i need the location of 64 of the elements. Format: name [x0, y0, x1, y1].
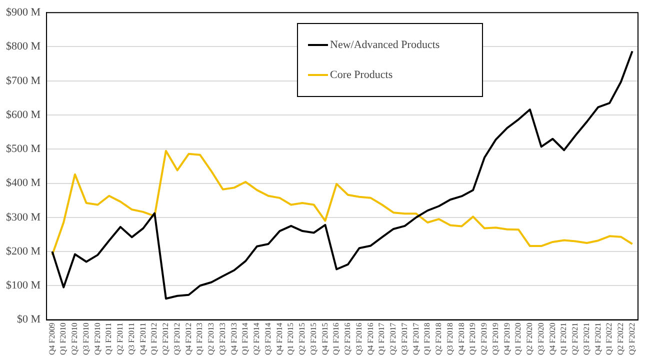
y-tick-label: $500 M: [6, 143, 41, 156]
x-tick-label: Q3 F2022: [627, 322, 636, 356]
x-tick-label: Q2 F2012: [161, 322, 170, 356]
x-tick-label: Q4 F2020: [548, 322, 557, 356]
x-tick-label: Q1 F2017: [377, 322, 386, 356]
y-tick-label: $800 M: [6, 40, 41, 53]
x-tick-label: Q2 F2013: [206, 322, 216, 356]
x-tick-label: Q2 F2017: [388, 322, 398, 356]
y-tick-label: $400 M: [6, 177, 41, 190]
x-tick-label: Q2 F2010: [70, 322, 80, 356]
x-tick-label: Q3 F2020: [536, 322, 546, 356]
x-tick-label: Q3 F2017: [400, 322, 409, 356]
x-tick-label: Q2 F2020: [525, 322, 534, 356]
y-tick-label: $200 M: [6, 245, 41, 258]
x-tick-label: Q1 F2015: [286, 322, 296, 356]
x-tick-label: Q3 F2012: [172, 322, 182, 356]
x-tick-label: Q3 F2015: [308, 322, 318, 356]
x-tick-label: Q1 F2022: [604, 322, 614, 356]
x-tick-label: Q4 F2010: [92, 322, 102, 356]
x-tick-label: Q4 F2019: [502, 322, 512, 356]
x-tick-label: Q3 F2021: [582, 322, 591, 356]
x-tick-label: Q1 F2012: [150, 322, 159, 356]
x-tick-label: Q4 F2016: [366, 322, 375, 356]
x-tick-label: Q2 F2018: [434, 322, 444, 356]
x-tick-label: Q4 F2013: [229, 322, 238, 356]
y-tick-label: $700 M: [6, 74, 41, 87]
x-tick-label: Q1 F2016: [332, 322, 341, 356]
x-tick-label: Q1 F2011: [104, 322, 114, 355]
legend-label: Core Products: [330, 69, 393, 81]
x-tick-label: Q1 F2020: [514, 322, 523, 356]
x-tick-label: Q2 F2016: [343, 322, 352, 356]
x-tick-label: Q4 F2012: [184, 322, 193, 356]
x-tick-label: Q2 F2011: [116, 322, 125, 355]
x-tick-label: Q3 F2018: [445, 322, 454, 356]
x-tick-label: Q4 F2011: [138, 322, 148, 355]
x-tick-label: Q4 F2017: [411, 322, 420, 356]
x-tick-label: Q2 F2019: [480, 322, 489, 356]
x-tick-label: Q2 F2014: [252, 322, 262, 356]
y-tick-label: $600 M: [6, 108, 41, 121]
x-tick-label: Q2 F2022: [616, 322, 626, 356]
y-tick-label: $900 M: [6, 6, 41, 18]
x-tick-label: Q4 F2018: [456, 322, 466, 356]
x-tick-label: Q2 F2015: [298, 322, 307, 356]
x-tick-label: Q1 F2014: [240, 322, 250, 356]
y-tick-label: $100 M: [6, 280, 41, 292]
x-tick-label: Q3 F2011: [126, 322, 136, 355]
x-tick-label: Q4 F2009: [47, 322, 56, 356]
x-tick-label: Q1 F2010: [58, 322, 68, 356]
x-tick-label: Q3 F2019: [490, 322, 500, 356]
legend-label: New/Advanced Products: [330, 39, 440, 51]
x-tick-label: Q3 F2010: [81, 322, 90, 356]
x-tick-label: Q2 F2021: [570, 322, 580, 356]
x-tick-label: Q4 F2021: [593, 322, 602, 356]
y-tick-label: $0 M: [17, 314, 41, 326]
y-tick-label: $300 M: [6, 211, 41, 224]
x-tick-label: Q3 F2013: [218, 322, 227, 356]
x-tick-label: Q4 F2015: [320, 322, 330, 356]
x-tick-label: Q3 F2014: [263, 322, 272, 356]
x-tick-label: Q1 F2021: [559, 322, 568, 356]
x-tick-label: Q1 F2018: [422, 322, 432, 356]
x-tick-label: Q3 F2016: [354, 322, 364, 356]
x-tick-label: Q4 F2014: [274, 322, 284, 356]
x-tick-label: Q1 F2019: [468, 322, 478, 356]
x-tick-label: Q1 F2013: [195, 322, 204, 356]
